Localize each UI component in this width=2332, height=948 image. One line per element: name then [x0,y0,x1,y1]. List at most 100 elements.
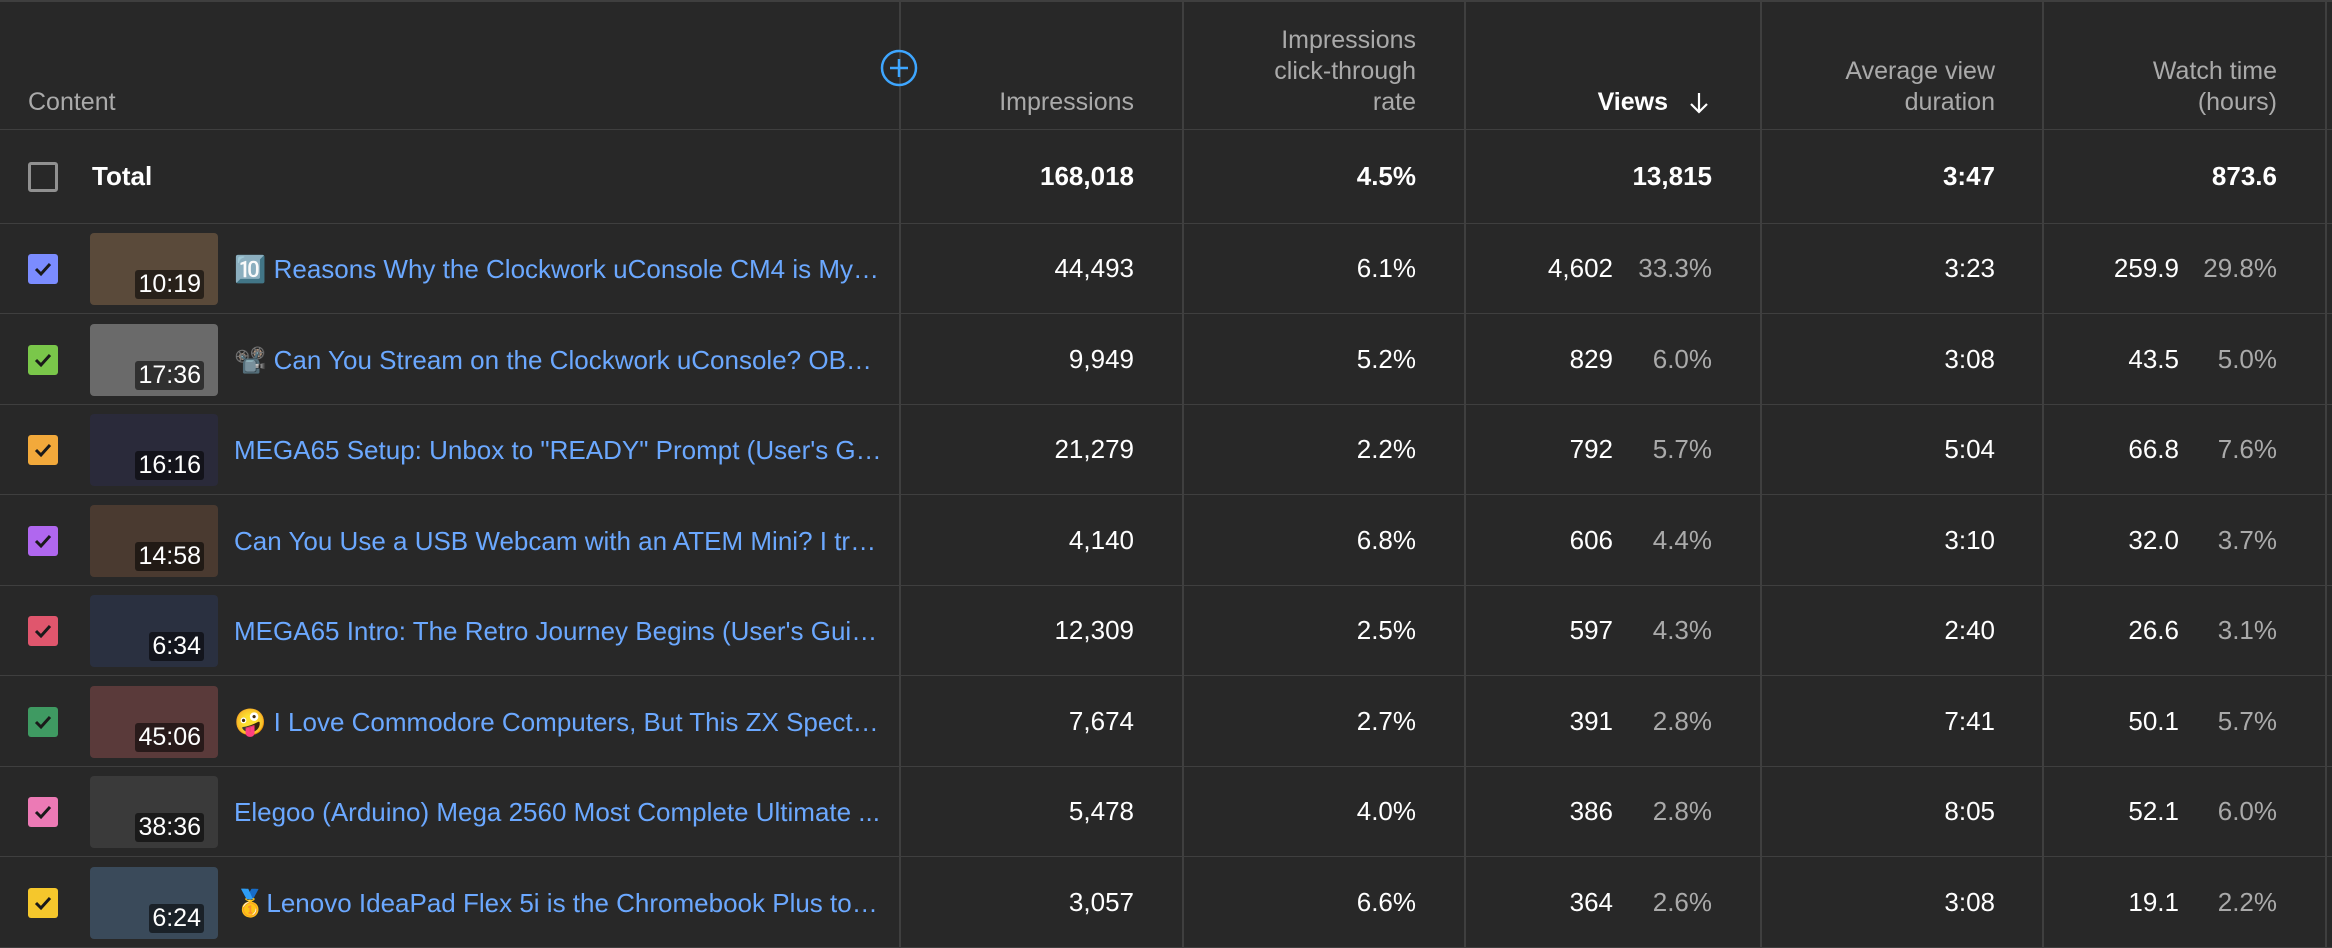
video-thumbnail[interactable]: 16:16 [90,414,218,486]
impressions-value: 5,478 [1068,796,1134,826]
ctr-value: 6.6% [1356,887,1416,917]
checkmark-icon [34,353,52,368]
checkmark-path [34,896,52,911]
impressions-value: 7,674 [1068,706,1134,736]
watch-time-value: 259.9 [2113,253,2179,283]
watch-time-percent: 5.7% [2217,706,2277,736]
avd-value: 8:05 [1944,796,1995,826]
video-title-link[interactable]: 🥇Lenovo IdeaPad Flex 5i is the Chromeboo… [234,888,884,918]
row-checkbox[interactable] [28,526,58,556]
total-row: Total 168,018 4.5% 13,815 3:47 873.6 [0,130,2332,224]
video-title-link[interactable]: 🔟 Reasons Why the Clockwork uConsole CM4… [234,254,884,284]
video-thumbnail[interactable]: 14:58 [90,505,218,577]
checkmark-icon [34,443,52,458]
total-ctr: 4.5% [1356,161,1416,191]
video-duration: 6:24 [149,904,204,933]
video-thumbnail[interactable]: 17:36 [90,324,218,396]
avd-value: 3:08 [1944,344,1995,374]
row-checkbox[interactable] [28,254,58,284]
video-title-link[interactable]: Can You Use a USB Webcam with an ATEM Mi… [234,526,884,556]
table-row: 14:58 Can You Use a USB Webcam with an AT… [0,496,2332,586]
views-value: 606 [1569,525,1613,555]
watch-time-percent: 5.0% [2217,344,2277,374]
watch-time-percent: 3.7% [2217,525,2277,555]
views-value: 386 [1569,796,1613,826]
total-views: 13,815 [1632,161,1712,191]
checkmark-icon [34,624,52,639]
avd-value: 5:04 [1944,434,1995,464]
views-percent: 4.3% [1652,615,1712,645]
table-row: 6:24 🥇Lenovo IdeaPad Flex 5i is the Chrom… [0,858,2332,948]
watch-time-percent: 2.2% [2217,887,2277,917]
video-duration: 45:06 [135,723,204,752]
ctr-header-line: Impressions [1281,26,1416,54]
views-value: 792 [1569,434,1613,464]
checkmark-icon [34,262,52,277]
checkmark-path [34,353,52,368]
checkmark-path [34,805,52,820]
watch-time-column-header[interactable]: Watch time (hours) [2043,2,2277,132]
video-title-link[interactable]: 📽️ Can You Stream on the Clockwork uCons… [234,345,884,375]
video-thumbnail[interactable]: 6:34 [90,595,218,667]
row-checkbox[interactable] [28,616,58,646]
total-label: Total [92,161,153,191]
content-column-header[interactable]: Content [28,2,428,132]
watch-time-value: 50.1 [2128,706,2179,736]
row-checkbox[interactable] [28,345,58,375]
row-checkbox[interactable] [28,707,58,737]
avd-column-header[interactable]: Average view duration [1761,2,1995,132]
table-row: 6:34 MEGA65 Intro: The Retro Journey Begi… [0,586,2332,676]
views-value: 597 [1569,615,1613,645]
total-impressions: 168,018 [1040,161,1134,191]
video-thumbnail[interactable]: 45:06 [90,686,218,758]
column-divider [1464,0,1466,948]
watch-header-line: (hours) [2197,88,2277,116]
ctr-header-line: click-through [1274,57,1416,85]
row-checkbox[interactable] [28,797,58,827]
video-thumbnail[interactable]: 6:24 [90,867,218,939]
row-checkbox[interactable] [28,435,58,465]
watch-time-value: 32.0 [2128,525,2179,555]
sort-arrow-head [1690,103,1708,114]
watch-time-percent: 3.1% [2217,615,2277,645]
views-percent: 6.0% [1652,344,1712,374]
video-duration: 16:16 [135,451,204,480]
video-title-link[interactable]: MEGA65 Setup: Unbox to "READY" Prompt (U… [234,435,884,465]
checkmark-path [34,443,52,458]
views-column-header[interactable]: Views [1465,2,1712,132]
checkmark-path [34,715,52,730]
table-row: 17:36 📽️ Can You Stream on the Clockwork … [0,315,2332,405]
ctr-header-line: rate [1372,88,1416,116]
ctr-value: 6.1% [1356,253,1416,283]
ctr-value: 5.2% [1356,344,1416,374]
views-percent: 5.7% [1652,434,1712,464]
video-title-link[interactable]: 🤪 I Love Commodore Computers, But This Z… [234,707,884,737]
impressions-column-header[interactable]: Impressions [900,2,1134,132]
table-row: 45:06 🤪 I Love Commodore Computers, But T… [0,677,2332,767]
ctr-value: 2.5% [1356,615,1416,645]
video-thumbnail[interactable]: 10:19 [90,233,218,305]
video-duration: 38:36 [135,813,204,842]
checkmark-path [34,534,52,549]
views-value: 829 [1569,344,1613,374]
video-title-link[interactable]: MEGA65 Intro: The Retro Journey Begins (… [234,616,884,646]
video-thumbnail[interactable]: 38:36 [90,776,218,848]
column-divider [899,0,901,948]
ctr-column-header[interactable]: Impressions click-through rate [1183,2,1416,132]
add-column-button[interactable] [880,49,918,87]
impressions-header-label: Impressions [999,88,1134,116]
watch-time-percent: 29.8% [2203,253,2277,283]
avd-value: 3:23 [1944,253,1995,283]
checkmark-path [34,262,52,277]
avd-header-line: Average view [1845,57,1995,85]
video-title-link[interactable]: Elegoo (Arduino) Mega 2560 Most Complete… [234,797,880,827]
impressions-value: 12,309 [1054,615,1134,645]
total-checkbox[interactable] [28,162,58,192]
avd-value: 3:08 [1944,887,1995,917]
watch-time-value: 66.8 [2128,434,2179,464]
table-row: 16:16 MEGA65 Setup: Unbox to "READY" Prom… [0,405,2332,495]
impressions-value: 4,140 [1068,525,1134,555]
row-checkbox[interactable] [28,888,58,918]
sort-descending-icon [1690,93,1708,114]
